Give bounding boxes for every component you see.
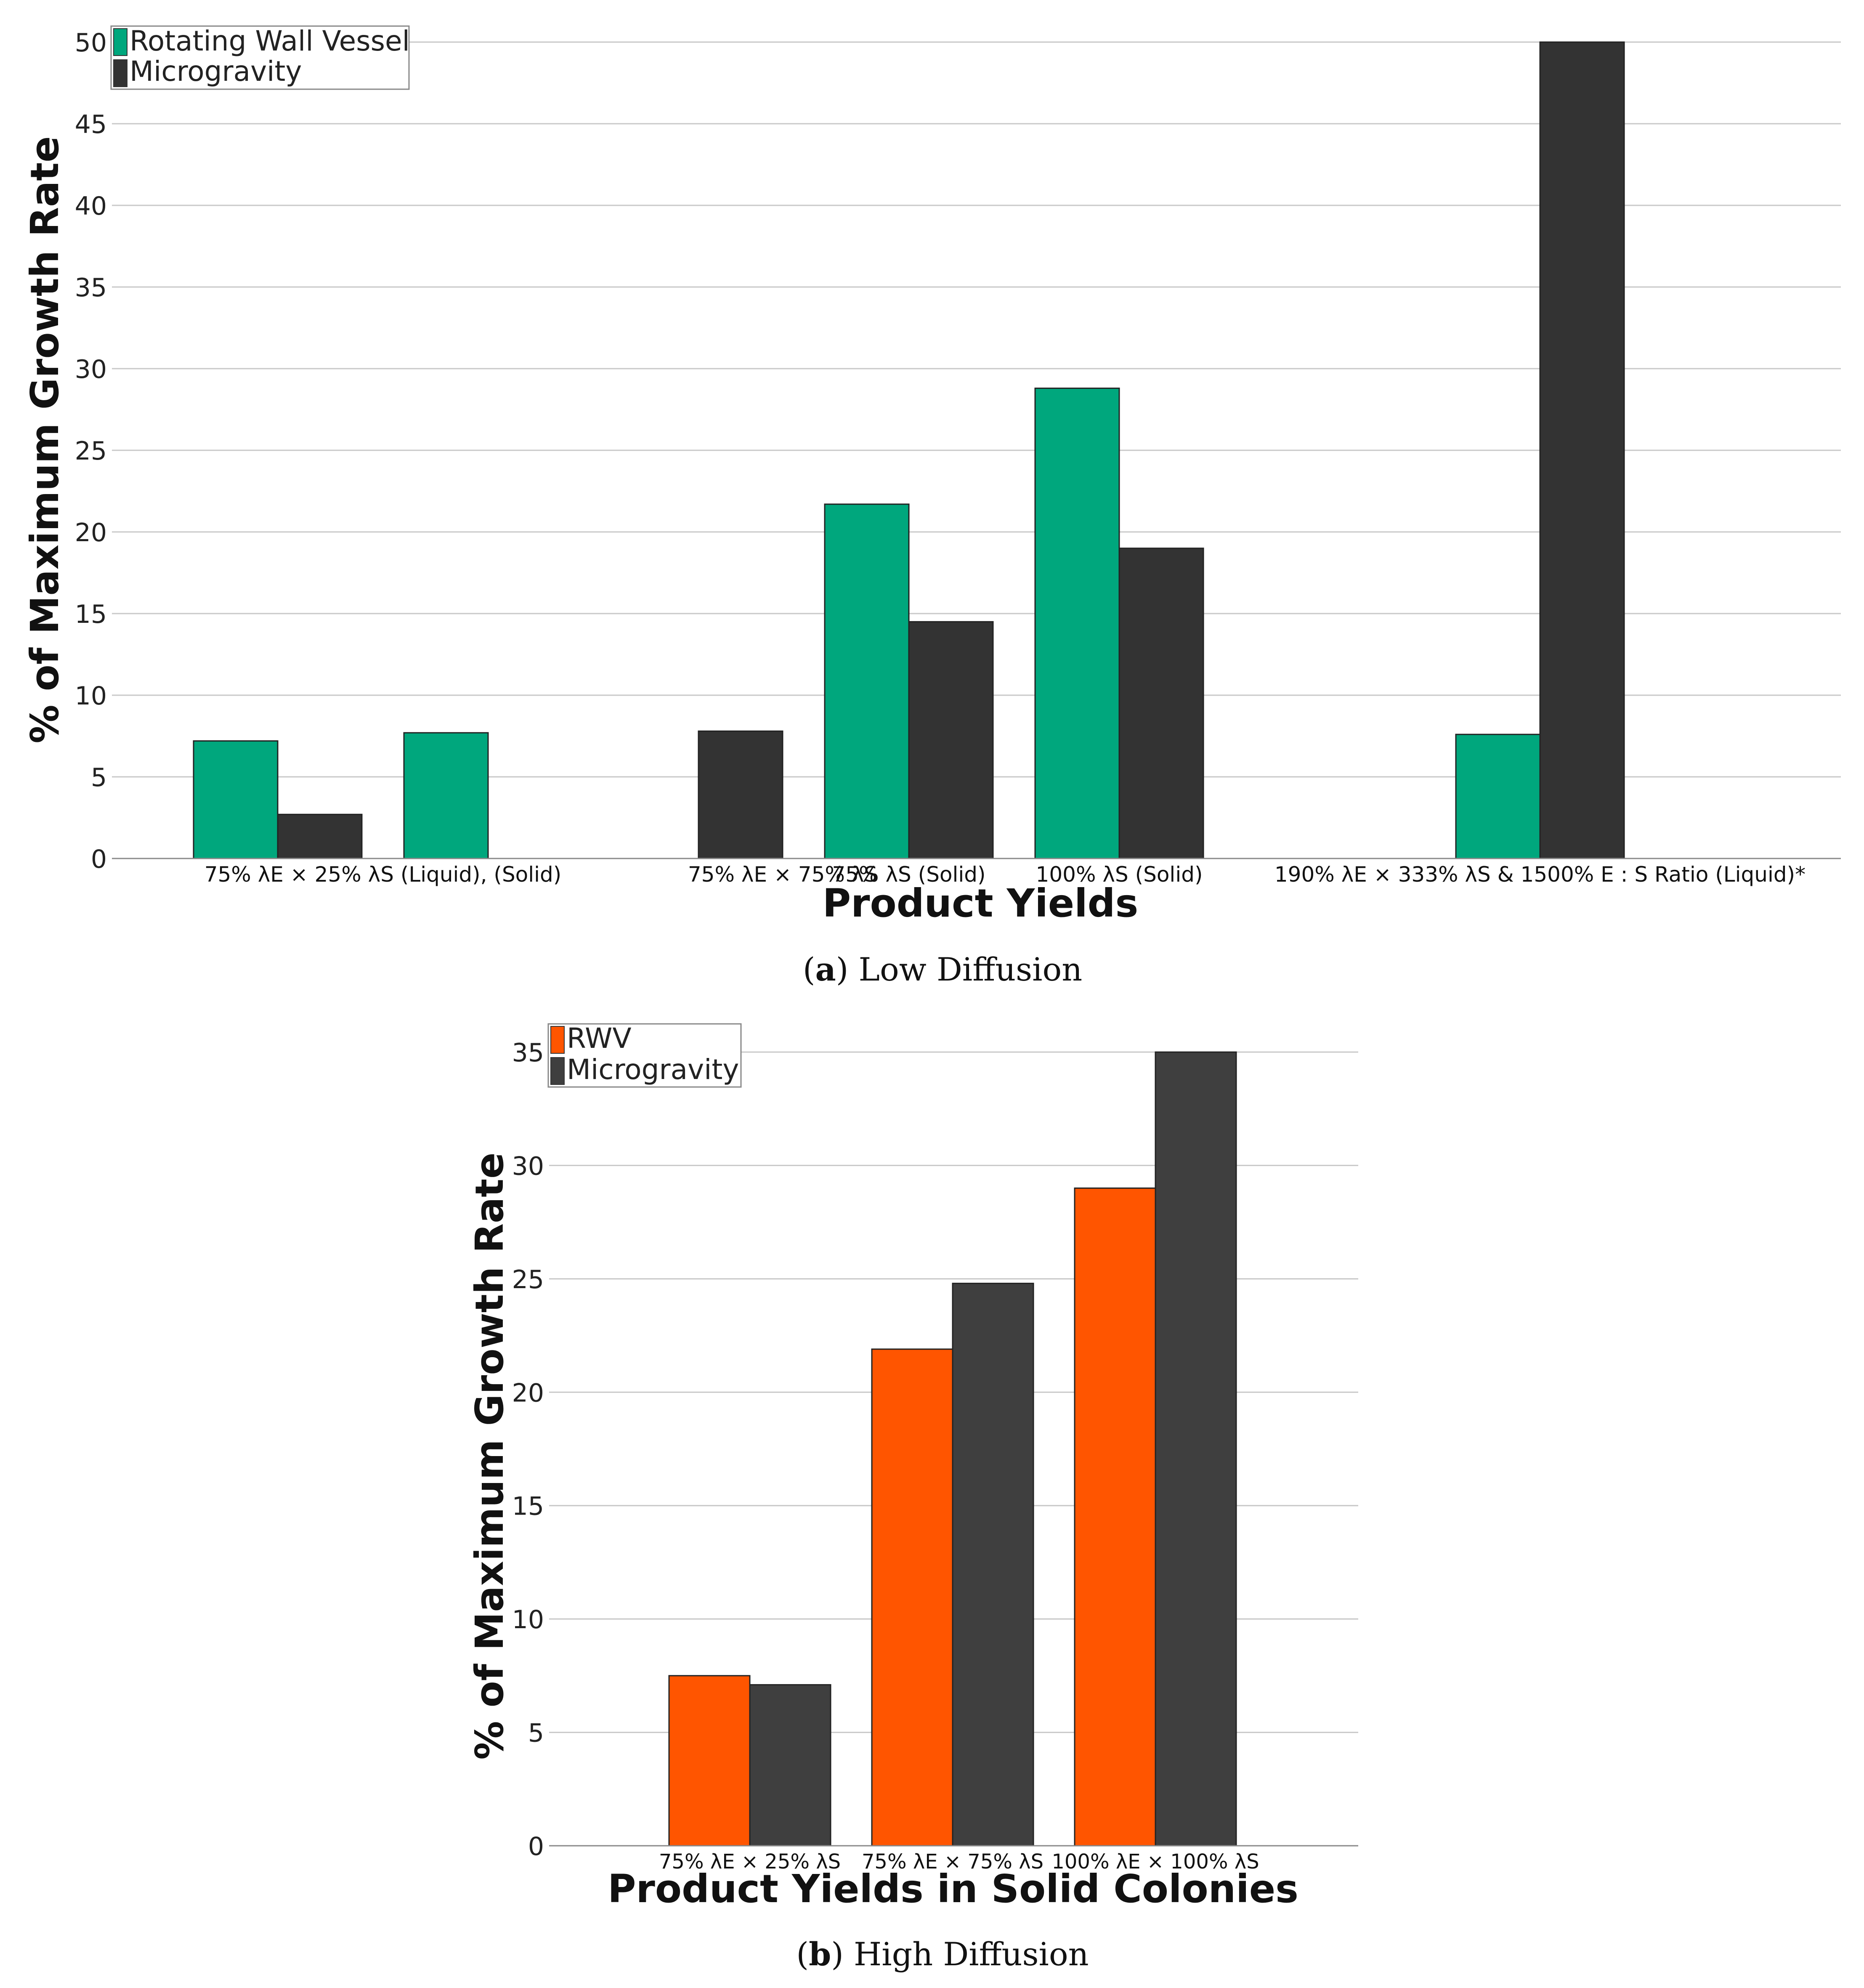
bars [193,41,1625,859]
y-tick-label: 0 [528,1832,544,1861]
bar-microgravity [277,813,363,859]
x-category-label: 100% λS (Solid) [1036,862,1203,887]
legend-swatch-rwv [550,1026,565,1054]
x-axis-label: Product Yields [823,881,1139,926]
legend-swatch-microgravity [113,59,127,87]
y-tick-label: 20 [75,518,107,547]
bar-rotating-wall-vessel [1455,734,1541,859]
y-tick-labels: 0 5 10 15 20 25 30 35 [512,1038,544,1861]
bar-microgravity [952,1283,1034,1847]
legend-label-rwv: RWV [567,1022,632,1055]
x-category-label: 75% λE × 75% λS [688,862,877,887]
y-axis-label: % of Maximum Growth Rate [22,136,67,743]
legend: RWV Microgravity [547,1022,742,1088]
y-tick-label: 5 [91,763,107,792]
caption-a: (a) Low Diffusion [803,951,1082,988]
y-tick-label: 50 [75,28,107,58]
bar-microgravity [1155,1051,1237,1847]
bar-microgravity [1539,41,1625,859]
x-category-label: 75% λE × 25% λS [659,1850,841,1874]
x-category-label: 75% λE × 75% λS [862,1850,1044,1874]
y-tick-label: 45 [75,110,107,139]
bar-rwv [1074,1187,1156,1847]
x-category-label: 100% λE × 100% λS [1051,1850,1259,1874]
y-tick-label: 15 [75,600,107,629]
x-category-label: 190% λE × 333% λS & 1500% E : S Ratio (L… [1275,862,1806,887]
y-tick-label: 30 [75,355,107,384]
bar-microgravity [749,1684,831,1847]
bar-rwv [668,1675,751,1847]
y-tick-label: 5 [528,1719,544,1748]
x-category-label: 75% λS (Solid) [832,862,985,887]
y-tick-label: 40 [75,191,107,221]
bars [668,1051,1237,1847]
legend-box [110,25,410,90]
bar-rotating-wall-vessel [193,740,279,859]
y-tick-label: 20 [512,1378,544,1408]
legend-label-rotating-wall-vessel: Rotating Wall Vessel [130,25,410,57]
y-tick-label: 25 [512,1265,544,1294]
y-tick-labels: 0 5 10 15 20 25 30 35 40 45 50 [75,28,107,874]
legend-swatch-microgravity [550,1057,565,1085]
x-category-labels: 75% λE × 25% λS (Liquid), (Solid) 75% λE … [204,862,1806,887]
legend: Rotating Wall Vessel Microgravity [110,25,410,90]
y-tick-label: 10 [512,1605,544,1635]
caption-b: (b) High Diffusion [796,1935,1089,1973]
y-tick-label: 10 [75,681,107,711]
bar-rotating-wall-vessel [824,503,910,859]
bar-microgravity [1118,547,1204,859]
chart-high-diffusion: 0 5 10 15 20 25 30 35 75% λE × 25% λS 75% λE × 7… [467,1022,1358,1973]
y-tick-label: 0 [91,845,107,874]
legend-label-microgravity: Microgravity [130,55,302,88]
chart-low-diffusion: 0 5 10 15 20 25 30 35 40 45 50 75% λE × 25% λS (Li… [22,25,1841,988]
y-tick-label: 25 [75,436,107,466]
x-category-label: 75% λE × 25% λS (Liquid), (Solid) [204,862,562,887]
bar-rotating-wall-vessel [1034,388,1120,859]
y-axis-label: % of Maximum Growth Rate [467,1152,512,1759]
bar-rwv [871,1348,953,1847]
legend-box [547,1023,742,1088]
y-tick-label: 35 [512,1038,544,1068]
x-axis-label: Product Yields in Solid Colonies [608,1866,1298,1911]
bar-rotating-wall-vessel [403,732,489,859]
y-tick-label: 35 [75,273,107,303]
legend-label-microgravity: Microgravity [567,1053,739,1086]
x-category-labels: 75% λE × 25% λS 75% λE × 75% λS 100% λE × … [659,1850,1259,1874]
legend-swatch-rotating-wall-vessel [113,28,127,56]
bar-microgravity [698,730,783,859]
y-tick-label: 15 [512,1492,544,1521]
y-tick-label: 30 [512,1151,544,1181]
bar-microgravity [908,621,994,859]
